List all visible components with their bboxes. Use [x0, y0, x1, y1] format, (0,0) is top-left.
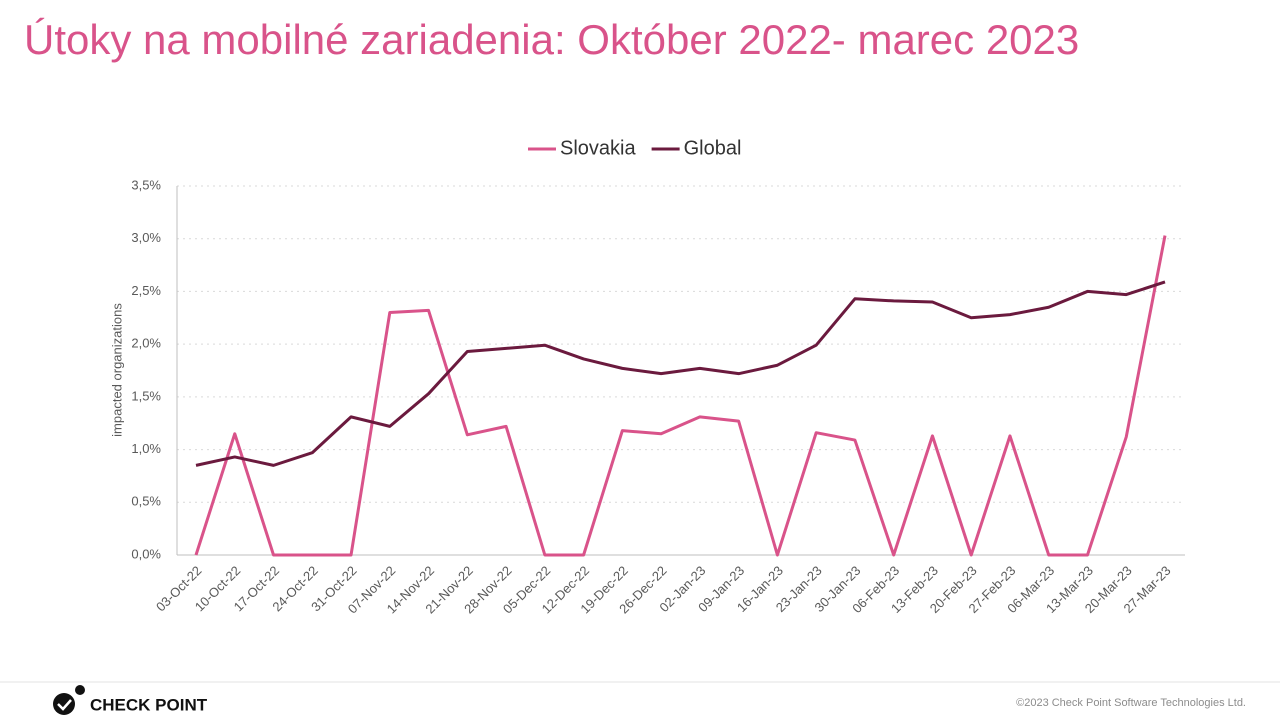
y-tick-label: 2,5%	[131, 283, 161, 298]
y-tick-label: 3,0%	[131, 230, 161, 245]
y-tick-label: 0,0%	[131, 546, 161, 561]
y-tick-label: 2,0%	[131, 336, 161, 351]
series-line	[195, 280, 1166, 467]
y-tick-label: 3,5%	[131, 177, 161, 192]
y-axis-label: impacted organizations	[109, 303, 124, 437]
slide-title: Útoky na mobilné zariadenia: Október 202…	[24, 16, 1079, 63]
legend-label: Slovakia	[560, 137, 636, 159]
y-tick-label: 1,0%	[131, 441, 161, 456]
y-tick-label: 0,5%	[131, 494, 161, 509]
logo-text: CHECK POINT	[90, 695, 208, 714]
legend-label: Global	[684, 137, 742, 159]
logo-icon	[53, 685, 85, 715]
series-line	[194, 235, 1167, 557]
y-tick-label: 1,5%	[131, 388, 161, 403]
copyright: ©2023 Check Point Software Technologies …	[1016, 697, 1246, 709]
